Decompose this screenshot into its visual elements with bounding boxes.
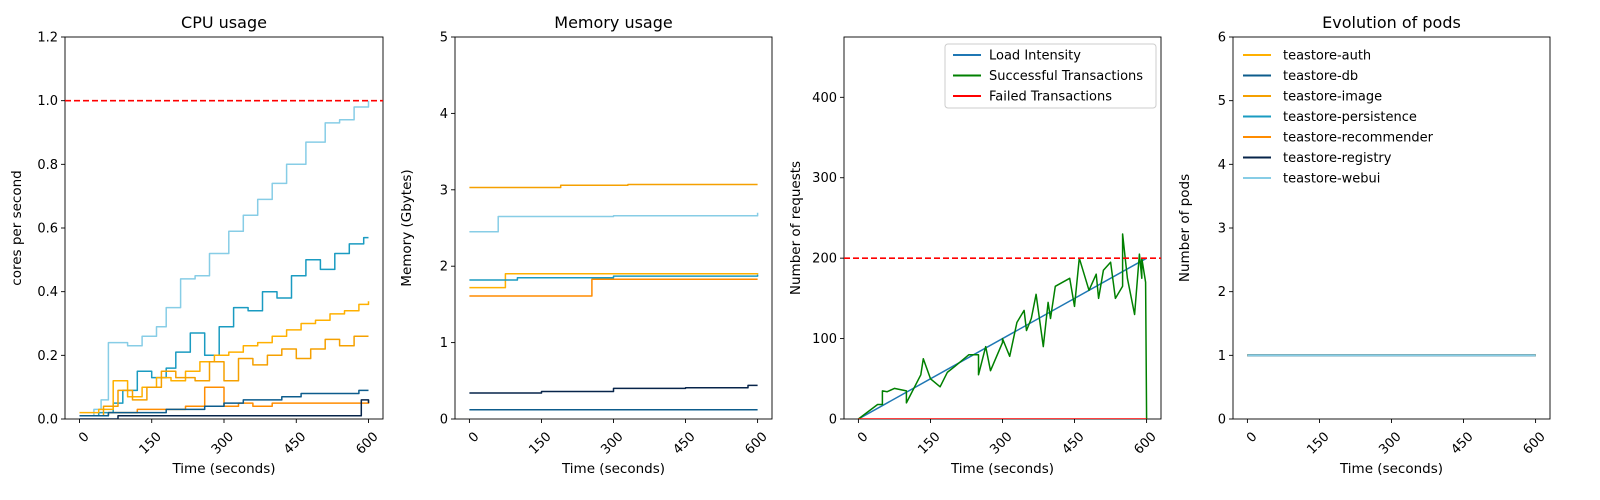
series-line-teastore-db [79,389,369,417]
chart-title: Memory usage [554,13,672,32]
x-tick-label: 300 [1376,429,1404,457]
y-tick-label: 100 [812,332,837,347]
y-tick-label: 3 [440,183,448,198]
x-axis-label: Time (seconds) [1339,461,1443,477]
legend-label: teastore-auth [1283,49,1371,64]
series-line-teastore-auth [79,301,370,414]
x-tick-label: 450 [1059,429,1087,457]
y-tick-label: 0.0 [37,413,58,428]
y-tick-label: 6 [1218,31,1226,46]
axes-frame [454,36,773,420]
series-line-teastore-image [79,335,369,417]
y-tick-label: 1 [440,336,448,351]
x-tick-label: 0 [855,429,871,445]
x-tick-label: 0 [1244,429,1260,445]
x-tick-label: 450 [1448,429,1476,457]
y-axis-label: Number of requests [788,161,804,295]
y-tick-label: 2 [1218,285,1226,300]
axes-frame [1232,36,1551,420]
x-tick-label: 600 [1131,429,1159,457]
legend-label: Failed Transactions [989,90,1112,105]
panel-1 [61,36,384,423]
x-tick-label: 300 [598,429,626,457]
x-tick-label: 600 [353,429,381,457]
series-line-teastore-webui [79,100,370,417]
x-tick-label: 450 [281,429,309,457]
series-line-teastore-persistence [469,274,759,281]
panel-2 [451,36,773,423]
y-axis-label: cores per second [9,170,25,285]
y-tick-label: 0 [829,413,837,428]
y-tick-label: 0.6 [37,222,58,237]
chart-title: CPU usage [181,13,267,32]
series-line-teastore-image [469,183,758,189]
panel-4 [1229,36,1551,423]
x-tick-label: 150 [526,429,554,457]
x-tick-label: 300 [987,429,1015,457]
legend-label: teastore-webui [1283,172,1380,187]
x-tick-label: 600 [1520,429,1548,457]
y-tick-label: 3 [1218,222,1226,237]
legend-label: teastore-persistence [1283,110,1417,125]
legend-label: teastore-registry [1283,151,1392,166]
y-tick-label: 2 [440,260,448,275]
x-axis-label: Time (seconds) [171,461,275,477]
y-tick-label: 200 [812,252,837,267]
series-line-successful-transactions [857,233,1148,419]
series-line-teastore-registry [79,399,370,419]
y-axis-label: Number of pods [1177,174,1193,282]
y-tick-label: 5 [1218,94,1226,109]
y-tick-label: 0.4 [37,285,58,300]
series-line-teastore-recommender [79,386,370,417]
legend-label: Successful Transactions [989,69,1143,84]
y-tick-label: 0.8 [37,158,58,173]
x-tick-label: 150 [1304,429,1332,457]
y-tick-label: 1.2 [37,31,58,46]
plot-area [65,99,383,419]
x-tick-label: 150 [137,429,165,457]
y-axis-label: Memory (Gbytes) [399,169,415,286]
y-tick-label: 4 [1218,158,1226,173]
y-tick-label: 0.2 [37,349,58,364]
legend-label: Load Intensity [989,49,1081,64]
series-line-teastore-auth [469,273,759,289]
x-tick-label: 0 [76,429,92,445]
plot-area [844,233,1161,419]
y-tick-label: 400 [812,91,837,106]
y-tick-label: 4 [440,107,448,122]
legend-box [944,43,1157,109]
y-tick-label: 1.0 [37,94,58,109]
series-line-teastore-persistence [79,236,369,417]
x-tick-label: 600 [742,429,770,457]
x-tick-label: 300 [209,429,237,457]
legend-label: teastore-recommender [1283,131,1434,146]
y-tick-label: 0 [440,413,448,428]
y-tick-label: 0 [1218,413,1226,428]
x-axis-label: Time (seconds) [561,461,665,477]
y-tick-label: 5 [440,31,448,46]
y-tick-label: 1 [1218,349,1226,364]
x-tick-label: 450 [670,429,698,457]
legend-label: teastore-db [1283,69,1358,84]
y-tick-label: 300 [812,171,837,186]
series-line-teastore-registry [469,384,758,394]
x-tick-label: 150 [915,429,943,457]
chart-title: Evolution of pods [1322,13,1461,32]
x-axis-label: Time (seconds) [950,461,1054,477]
legend-label: teastore-image [1283,90,1382,105]
series-line-teastore-recommender [469,278,758,297]
plot-area [469,183,759,411]
x-tick-label: 0 [466,429,482,445]
series-line-teastore-webui [469,212,759,233]
